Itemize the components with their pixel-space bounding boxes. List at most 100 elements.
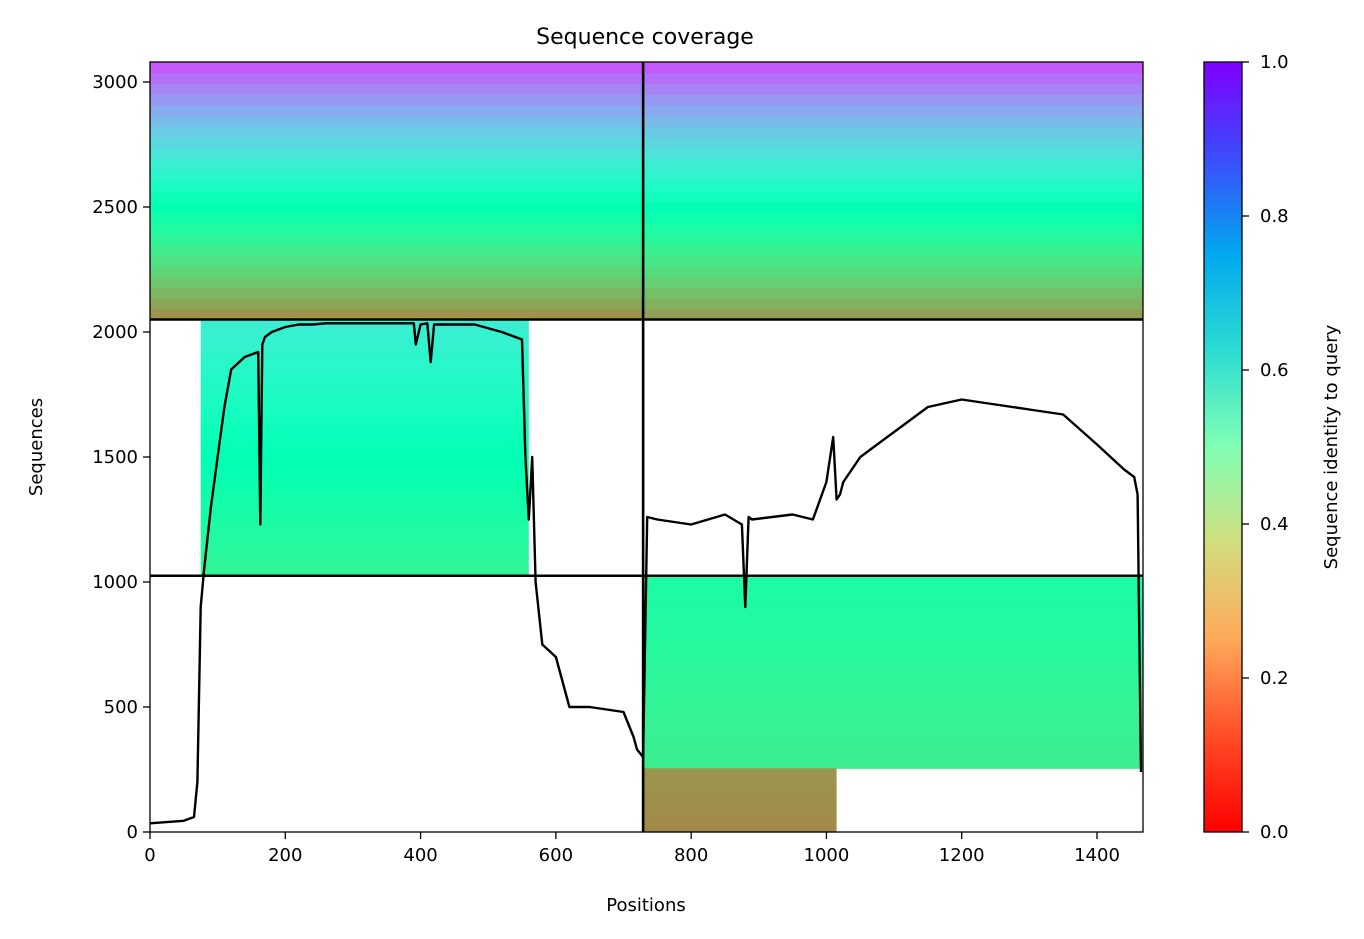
coverage-band: [643, 805, 837, 809]
coverage-band: [643, 583, 1143, 593]
coverage-block: [200, 319, 529, 577]
coverage-band: [150, 276, 644, 288]
coverage-band: [643, 728, 1143, 737]
x-tick-label: 1400: [1074, 845, 1120, 866]
coverage-band: [643, 607, 1143, 617]
coverage-band: [643, 773, 837, 777]
coverage-band: [643, 308, 1143, 321]
y-axis-label: Sequences: [26, 398, 47, 496]
coverage-band: [643, 712, 1143, 721]
coverage-band: [643, 244, 1143, 256]
coverage-band: [200, 362, 529, 374]
coverage-band: [643, 599, 1143, 609]
coverage-band: [200, 330, 529, 342]
coverage-band: [643, 62, 1143, 74]
x-tick-label: 1000: [804, 845, 850, 866]
colorbar-tick-label: 0.6: [1260, 360, 1289, 381]
x-tick-label: 600: [539, 845, 573, 866]
x-tick-label: 400: [403, 845, 437, 866]
colorbar-tick-label: 0.4: [1260, 514, 1289, 535]
coverage-band: [200, 554, 529, 566]
coverage-band: [200, 372, 529, 385]
coverage-band: [643, 818, 837, 822]
coverage-band: [200, 479, 529, 491]
coverage-band: [200, 383, 529, 395]
x-axis-ticks: 0 200 400 600 800 1000 1200 1400: [144, 832, 1120, 866]
coverage-band: [150, 83, 644, 95]
coverage-band: [150, 115, 644, 127]
colorbar-tick-label: 0.0: [1260, 822, 1289, 843]
coverage-block: [643, 575, 1143, 769]
coverage-band: [643, 623, 1143, 633]
coverage-band: [643, 575, 1143, 585]
coverage-band: [643, 647, 1143, 657]
coverage-band: [643, 104, 1143, 117]
coverage-band: [643, 829, 837, 833]
coverage-band: [643, 591, 1143, 601]
colorbar: 0.0 0.2 0.4 0.6 0.8 1.0 Sequence identity to …: [1203, 52, 1342, 843]
colorbar-tick-label: 0.8: [1260, 206, 1289, 227]
coverage-band: [643, 797, 837, 801]
coverage-band: [643, 83, 1143, 95]
coverage-band: [643, 72, 1143, 85]
coverage-band: [200, 447, 529, 459]
coverage-band: [643, 752, 1143, 761]
coverage-band: [643, 744, 1143, 753]
coverage-band: [150, 308, 644, 321]
coverage-band: [200, 533, 529, 545]
x-tick-label: 0: [144, 845, 155, 866]
colorbar-gradient: [1203, 61, 1243, 833]
y-tick-label: 3000: [92, 72, 138, 93]
coverage-band: [643, 287, 1143, 299]
coverage-band: [200, 436, 529, 449]
chart-title: Sequence coverage: [536, 25, 754, 50]
coverage-band: [643, 672, 1143, 681]
coverage-band: [150, 158, 644, 170]
coverage-block: [643, 768, 837, 833]
coverage-band: [643, 212, 1143, 224]
y-axis-ticks: 0 500 1000 1500 2000 2500 3000: [92, 72, 150, 843]
coverage-band: [643, 794, 837, 799]
coverage-band: [200, 511, 529, 523]
coverage-band: [150, 212, 644, 224]
x-tick-label: 800: [674, 845, 708, 866]
coverage-band: [150, 233, 644, 245]
coverage-band: [150, 137, 644, 149]
coverage-band: [643, 781, 837, 785]
coverage-band: [643, 776, 837, 780]
coverage-band: [643, 800, 837, 804]
coverage-block: [150, 62, 644, 321]
colorbar-label: Sequence identity to query: [1321, 324, 1342, 569]
coverage-band: [643, 276, 1143, 288]
coverage-band: [643, 808, 837, 812]
coverage-line: [149, 322, 1143, 825]
coverage-band: [643, 736, 1143, 745]
coverage-band: [643, 813, 837, 817]
coverage-band: [643, 298, 1143, 310]
coverage-band: [643, 222, 1143, 235]
coverage-band: [150, 201, 644, 213]
coverage-band: [200, 394, 529, 406]
x-tick-label: 200: [268, 845, 302, 866]
coverage-band: [643, 688, 1143, 697]
coverage-band: [200, 319, 529, 331]
coverage-band: [643, 631, 1143, 641]
coverage-band: [150, 169, 644, 181]
y-tick-label: 0: [127, 822, 138, 843]
coverage-band: [643, 201, 1143, 213]
x-axis-label: Positions: [606, 895, 685, 916]
coverage-band: [643, 126, 1143, 138]
coverage-band: [150, 255, 644, 267]
coverage-band: [200, 522, 529, 534]
colorbar-ticks: 0.0 0.2 0.4 0.6 0.8 1.0: [1242, 52, 1289, 843]
coverage-band: [643, 768, 837, 772]
coverage-band: [643, 786, 837, 791]
coverage-band: [150, 222, 644, 235]
colorbar-tick-label: 1.0: [1260, 52, 1289, 73]
coverage-band: [643, 169, 1143, 181]
y-tick-label: 1000: [92, 572, 138, 593]
coverage-band: [150, 265, 644, 278]
coverage-band: [643, 720, 1143, 729]
coverage-band: [643, 180, 1143, 192]
